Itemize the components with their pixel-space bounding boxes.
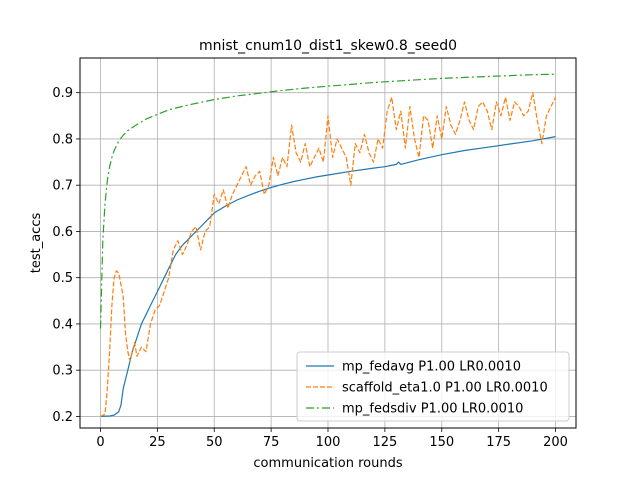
x-tick-label: 75	[263, 435, 280, 450]
series-line-2	[100, 92, 557, 417]
legend: mp_fedavg P1.00 LR0.0010 scaffold_eta1.0 …	[296, 351, 570, 422]
legend-box	[296, 351, 570, 422]
y-tick-label: 0.4	[52, 317, 73, 332]
y-tick-label: 0.6	[52, 225, 73, 240]
legend-entries: mp_fedavg P1.00 LR0.0010 scaffold_eta1.0 …	[306, 360, 548, 417]
legend-label: mp_fedavg P1.00 LR0.0010	[342, 360, 521, 375]
y-tick-label: 0.7	[52, 179, 73, 194]
x-tick-label: 0	[96, 435, 104, 450]
series-line-1	[100, 136, 556, 417]
y-tick-label: 0.5	[52, 271, 73, 286]
x-tick-label: 100	[316, 435, 341, 450]
series-lines	[99, 73, 557, 417]
y-tick-label: 0.3	[52, 364, 73, 379]
x-axis-ticks: 0 25 50 75 100 125 150 175 200	[96, 428, 568, 450]
chart-title: mnist_cnum10_dist1_skew0.8_seed0	[199, 38, 457, 54]
x-axis-label: communication rounds	[253, 456, 402, 471]
y-axis-label: test_accs	[29, 213, 44, 274]
x-tick-label: 200	[543, 435, 568, 450]
x-tick-label: 125	[372, 435, 397, 450]
x-tick-label: 150	[429, 435, 454, 450]
x-tick-label: 175	[486, 435, 511, 450]
legend-label: scaffold_eta1.0 P1.00 LR0.0010	[342, 381, 548, 396]
series-line-3	[99, 73, 556, 329]
y-tick-label: 0.9	[52, 86, 73, 101]
legend-label: mp_fedsdiv P1.00 LR0.0010	[342, 402, 523, 417]
y-tick-label: 0.2	[52, 410, 73, 425]
y-tick-label: 0.8	[52, 132, 73, 147]
x-tick-label: 25	[149, 435, 166, 450]
x-tick-label: 50	[206, 435, 223, 450]
y-axis-ticks: 0.2 0.3 0.4 0.5 0.6 0.7 0.8 0.9	[52, 86, 80, 425]
